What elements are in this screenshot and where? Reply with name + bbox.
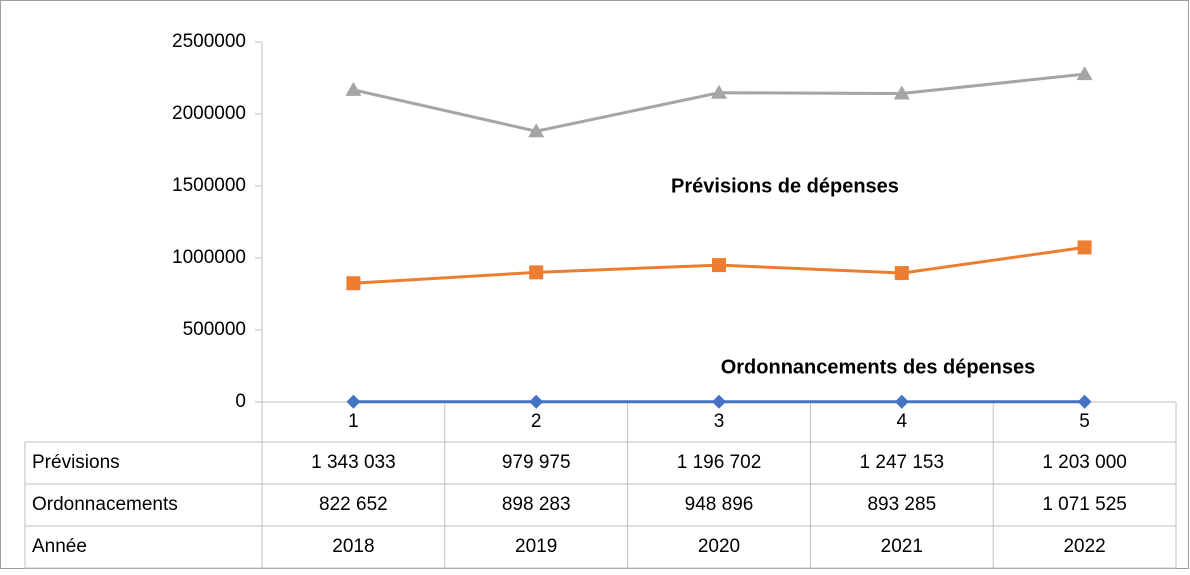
table-cell: 1 196 702	[677, 452, 762, 473]
table-cell: 948 896	[685, 494, 754, 515]
marker	[712, 258, 726, 272]
table-cell: 1 203 000	[1042, 452, 1127, 473]
table-cell: 2019	[515, 536, 557, 557]
table-cell: 2020	[698, 536, 740, 557]
y-tick-label: 2000000	[172, 103, 246, 124]
legend-label: Ordonnacements	[32, 494, 178, 515]
marker	[346, 276, 360, 290]
table-cell: 1 071 525	[1042, 494, 1127, 515]
y-tick-label: 1000000	[172, 247, 246, 268]
table-cell: 2021	[881, 536, 923, 557]
table-cell: 2022	[1063, 536, 1105, 557]
table-cell: 822 652	[319, 494, 388, 515]
marker	[895, 266, 909, 280]
table-cell: 893 285	[867, 494, 936, 515]
table-cell: 2018	[332, 536, 374, 557]
y-tick-label: 0	[235, 391, 246, 412]
x-tick-label: 3	[714, 411, 725, 432]
y-tick-label: 1500000	[172, 175, 246, 196]
table-cell: 979 975	[502, 452, 571, 473]
y-tick-label: 500000	[183, 319, 246, 340]
annotation: Ordonnancements des dépenses	[721, 356, 1036, 378]
legend-label: Année	[32, 536, 87, 557]
annotation: Prévisions de dépenses	[671, 175, 899, 197]
table-cell: 1 343 033	[311, 452, 396, 473]
x-tick-label: 2	[531, 411, 542, 432]
x-tick-label: 1	[348, 411, 359, 432]
x-tick-label: 4	[897, 411, 908, 432]
table-cell: 898 283	[502, 494, 571, 515]
x-tick-label: 5	[1079, 411, 1090, 432]
y-tick-label: 2500000	[172, 31, 246, 52]
marker	[1078, 240, 1092, 254]
table-cell: 1 247 153	[860, 452, 945, 473]
legend-label: Prévisions	[32, 452, 120, 473]
marker	[529, 265, 543, 279]
